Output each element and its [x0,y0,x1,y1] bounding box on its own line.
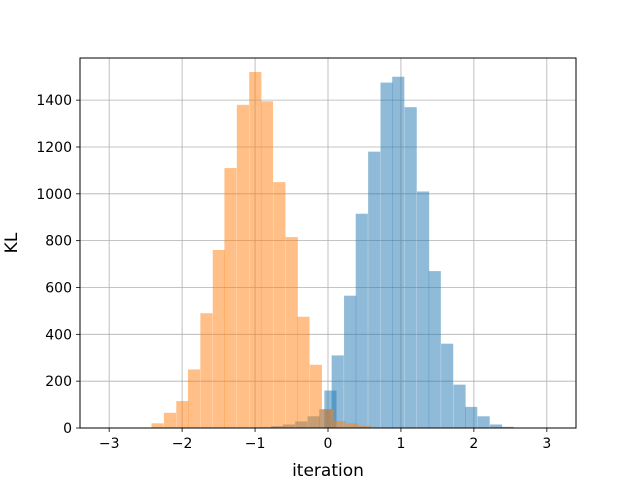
histogram-bar-series-1 [392,76,405,428]
x-tick-label: 0 [324,436,333,452]
y-tick-label: 200 [45,374,72,390]
y-tick-label: 800 [45,234,72,250]
histogram-bar-series-2 [151,423,164,428]
axis-ticks: −3 −2 −1 0 1 2 3 0 200 400 600 800 1000 1200 1400 [36,93,551,452]
histogram-bar-series-1 [355,213,368,428]
histogram-bar-series-2 [333,420,346,428]
y-tick-label: 1000 [36,187,72,203]
histogram-bar-series-2 [163,412,177,428]
y-tick-label: 0 [63,421,72,437]
histogram-bar-series-1 [453,384,466,428]
histogram-bar-series-2 [273,182,286,428]
histogram-bar-series-2 [224,168,237,428]
histogram-bar-series-2 [260,101,274,428]
y-tick-label: 600 [45,280,72,296]
x-tick-label: −3 [99,436,120,452]
histogram-bar-series-1 [477,416,490,428]
histogram-bar-series-2 [346,423,359,428]
histogram-bar-series-1 [501,426,514,428]
x-tick-label: 3 [542,436,551,452]
histogram-bar-series-2 [297,316,310,428]
histogram-bar-series-1 [368,151,381,428]
histogram-bar-series-1 [416,191,430,428]
y-axis-label: KL [2,232,22,253]
histogram-bar-series-1 [380,82,393,428]
y-tick-label: 400 [45,327,72,343]
y-tick-label: 1200 [36,140,72,156]
histogram-bars [151,72,514,429]
histogram-bar-series-2 [176,401,189,428]
x-axis-label: iteration [292,461,364,480]
histogram-bar-series-1 [428,271,441,428]
histogram-bar-series-2 [285,237,298,428]
histogram-bar-series-2 [358,425,371,428]
histogram-bar-series-1 [489,424,503,428]
histogram-bar-series-2 [249,72,262,429]
histogram-bar-series-2 [187,369,201,428]
histogram-bar-series-1 [465,406,478,428]
y-tick-label: 1400 [36,93,72,109]
histogram-bar-series-2 [200,313,213,428]
x-tick-label: −2 [172,436,193,452]
x-tick-label: 2 [469,436,478,452]
histogram-bar-series-1 [331,355,344,428]
histogram-bar-series-2 [236,104,249,428]
histogram-bar-series-1 [441,343,454,428]
histogram-bar-series-1 [404,107,417,428]
histogram-bar-series-2 [212,250,225,428]
histogram-bar-series-2 [322,409,335,428]
x-tick-label: 1 [396,436,405,452]
x-tick-label: −1 [245,436,266,452]
histogram-bar-series-2 [309,364,322,428]
histogram-bar-series-1 [344,295,357,428]
